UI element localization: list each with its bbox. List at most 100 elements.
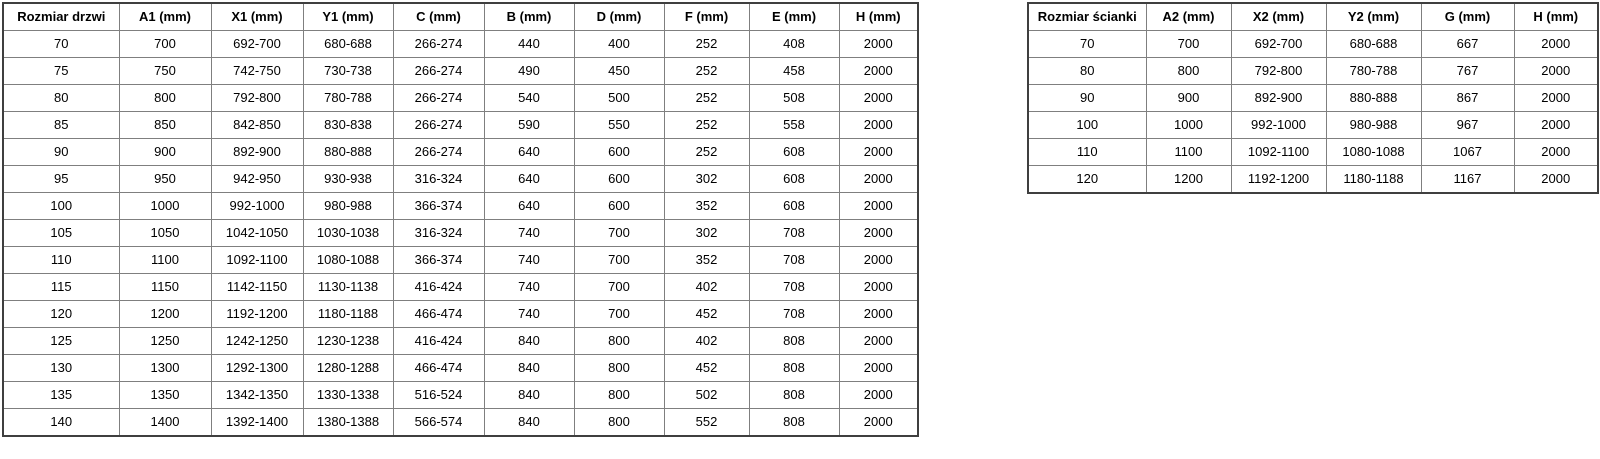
table-cell: 2000 [1513,84,1599,112]
column-header: Y2 (mm) [1325,2,1422,31]
table-row: 95 950 942-950 930-938 316-324 640 600 302 608 20… [2,165,919,193]
table-cell: 252 [663,84,750,112]
table-cell: 2000 [838,111,919,139]
table-row: 110 1100 1092-1100 1080-1088 366-374 740 700 35… [2,246,919,274]
table-cell: 1292-1300 [210,354,304,382]
table-cell: 767 [1420,57,1515,85]
table-cell: 1192-1200 [210,300,304,328]
table-cell: 892-900 [1230,84,1327,112]
table-cell: 540 [483,84,575,112]
table-cell: 125 [2,327,120,355]
table-cell: 416-424 [392,327,485,355]
table-cell: 508 [748,84,840,112]
table-cell: 1092-1100 [1230,138,1327,166]
table-cell: 742-750 [210,57,304,85]
table-cell: 2000 [838,84,919,112]
table-row: 115 1150 1142-1150 1130-1138 416-424 740 700 40… [2,273,919,301]
table-cell: 70 [2,30,120,58]
table-cell: 700 [573,300,665,328]
table-cell: 840 [483,327,575,355]
table-row: 70 700 692-700 680-688 667 2000 [1027,30,1599,58]
table-row: 120 1200 1192-1200 1180-1188 1167 2000 [1027,165,1599,194]
table-cell: 740 [483,273,575,301]
table-cell: 252 [663,111,750,139]
table-cell: 252 [663,138,750,166]
table-cell: 880-888 [1325,84,1422,112]
table-cell: 266-274 [392,57,485,85]
table-cell: 600 [573,138,665,166]
table-cell: 1242-1250 [210,327,304,355]
table-cell: 1300 [118,354,212,382]
table-cell: 850 [118,111,212,139]
column-header: X1 (mm) [210,2,304,31]
table-cell: 1130-1138 [302,273,394,301]
table-cell: 316-324 [392,165,485,193]
table-cell: 2000 [838,273,919,301]
table-cell: 1380-1388 [302,408,394,437]
table-cell: 266-274 [392,30,485,58]
table-cell: 800 [1145,57,1232,85]
table-cell: 1100 [118,246,212,274]
table-cell: 252 [663,57,750,85]
table-cell: 2000 [838,219,919,247]
table-cell: 1280-1288 [302,354,394,382]
table-cell: 105 [2,219,120,247]
table-cell: 2000 [838,354,919,382]
table-cell: 110 [2,246,120,274]
table-row: 75 750 742-750 730-738 266-274 490 450 252 458 20… [2,57,919,85]
table-cell: 1100 [1145,138,1232,166]
table-cell: 667 [1420,30,1515,58]
table-cell: 692-700 [1230,30,1327,58]
table-cell: 930-938 [302,165,394,193]
table-row: 135 1350 1342-1350 1330-1338 516-524 840 800 50… [2,381,919,409]
table-cell: 1030-1038 [302,219,394,247]
table-cell: 466-474 [392,300,485,328]
table-row: 120 1200 1192-1200 1180-1188 466-474 740 700 45… [2,300,919,328]
table-cell: 2000 [1513,111,1599,139]
table-cell: 120 [2,300,120,328]
table-cell: 608 [748,165,840,193]
table-cell: 800 [573,327,665,355]
table-cell: 708 [748,273,840,301]
table-cell: 640 [483,165,575,193]
table-cell: 500 [573,84,665,112]
table-cell: 608 [748,192,840,220]
column-header: G (mm) [1420,2,1515,31]
table-cell: 1230-1238 [302,327,394,355]
table-cell: 558 [748,111,840,139]
table-row: 125 1250 1242-1250 1230-1238 416-424 840 800 40… [2,327,919,355]
table-cell: 95 [2,165,120,193]
table-cell: 700 [573,246,665,274]
table-cell: 2000 [1513,165,1599,194]
table-cell: 458 [748,57,840,85]
column-header: F (mm) [663,2,750,31]
table-cell: 416-424 [392,273,485,301]
table-cell: 2000 [838,192,919,220]
column-header: H (mm) [1513,2,1599,31]
table-row: 105 1050 1042-1050 1030-1038 316-324 740 700 30… [2,219,919,247]
table-cell: 900 [1145,84,1232,112]
table-cell: 1192-1200 [1230,165,1327,194]
column-header: X2 (mm) [1230,2,1327,31]
table-cell: 608 [748,138,840,166]
table-cell: 680-688 [302,30,394,58]
table-cell: 352 [663,192,750,220]
table-cell: 1000 [1145,111,1232,139]
table-cell: 600 [573,165,665,193]
table-cell: 1250 [118,327,212,355]
table-row: 80 800 792-800 780-788 266-274 540 500 252 508 20… [2,84,919,112]
table-cell: 402 [663,273,750,301]
table-cell: 1200 [1145,165,1232,194]
table-cell: 867 [1420,84,1515,112]
table-cell: 552 [663,408,750,437]
table-cell: 1180-1188 [1325,165,1422,194]
table-cell: 808 [748,327,840,355]
table-cell: 800 [573,408,665,437]
table-cell: 400 [573,30,665,58]
table-cell: 2000 [1513,30,1599,58]
column-header: H (mm) [838,2,919,31]
table-cell: 780-788 [302,84,394,112]
table-cell: 75 [2,57,120,85]
door-dimensions-table: Rozmiar drzwi A1 (mm) X1 (mm) Y1 (mm) C (mm)… [2,2,919,437]
table-cell: 2000 [1513,138,1599,166]
